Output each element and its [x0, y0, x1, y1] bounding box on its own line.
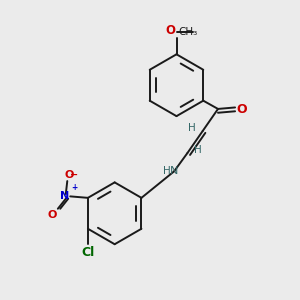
Text: O: O: [166, 24, 176, 37]
Text: O: O: [236, 103, 247, 116]
Text: H: H: [194, 145, 202, 155]
Text: O: O: [64, 169, 74, 180]
Text: CH₃: CH₃: [179, 27, 198, 37]
Text: H: H: [164, 166, 171, 176]
Text: H: H: [188, 123, 196, 133]
Text: −: −: [70, 169, 78, 180]
Text: Cl: Cl: [81, 246, 94, 260]
Text: O: O: [47, 210, 56, 220]
Text: N: N: [59, 191, 69, 201]
Text: +: +: [71, 183, 77, 192]
Text: N: N: [170, 166, 178, 176]
